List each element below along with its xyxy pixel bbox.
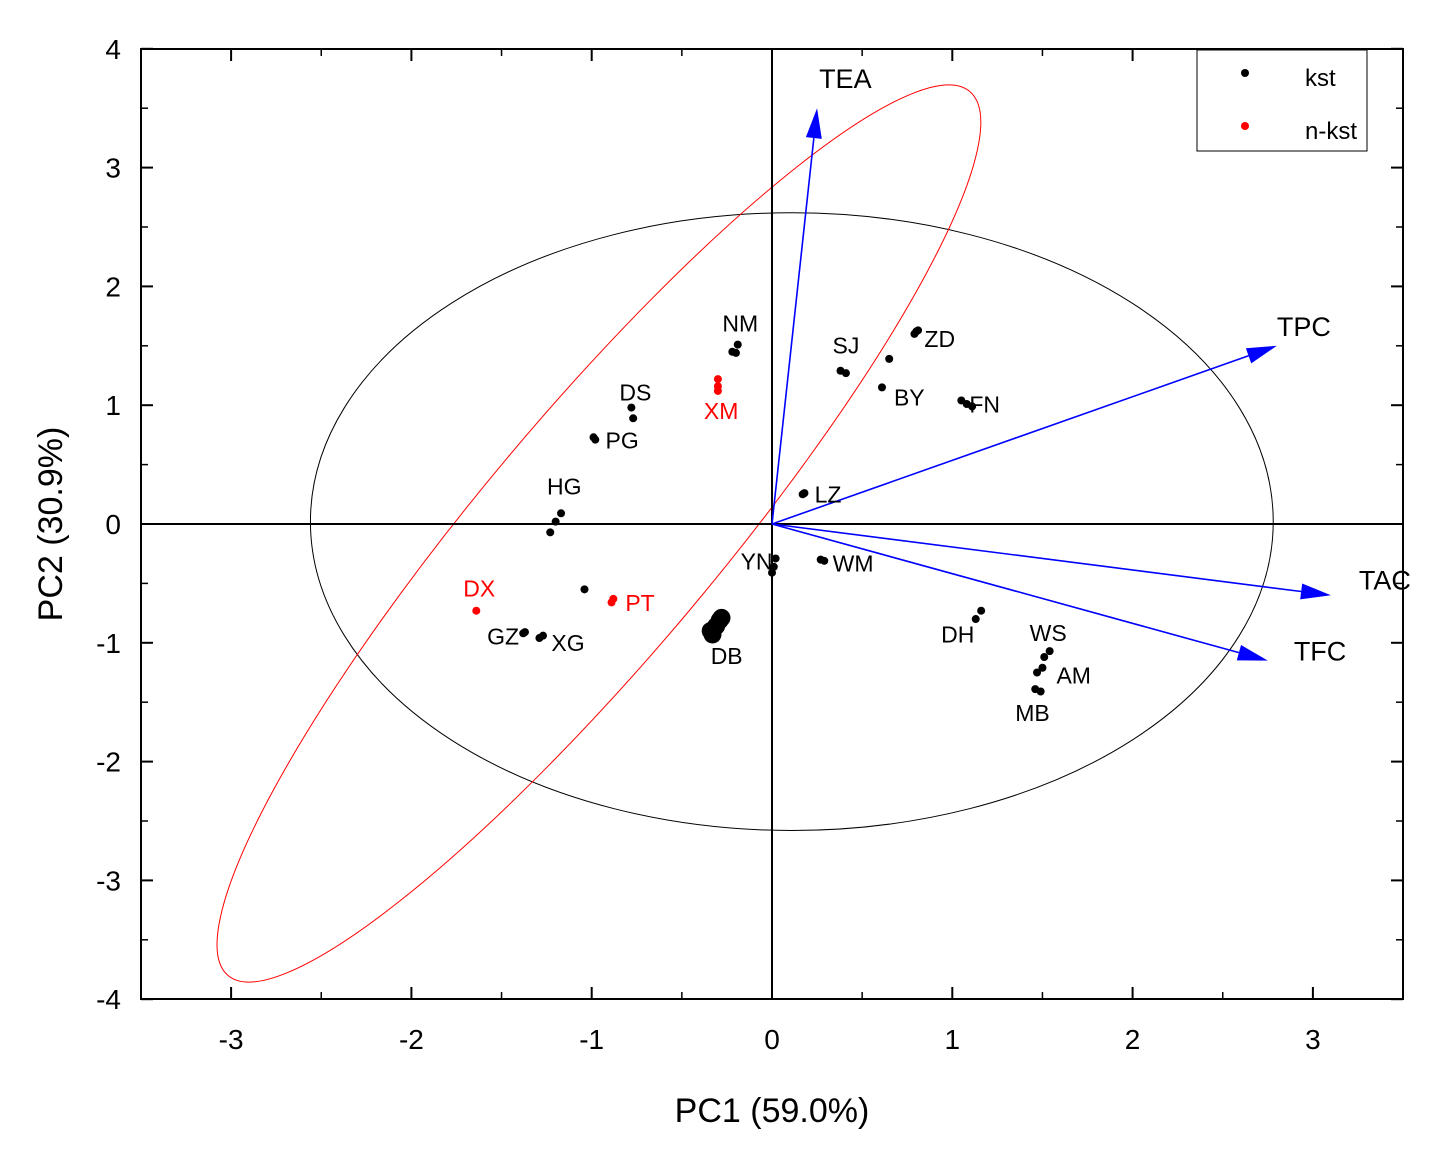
point-label-am: AM <box>1056 663 1091 689</box>
point-kst <box>1036 687 1045 696</box>
y-tick-label: -2 <box>96 747 121 778</box>
point-kst <box>551 517 560 526</box>
vector-line-tfc <box>771 523 1240 654</box>
y-tick-label: 4 <box>105 34 121 65</box>
vector-line-tpc <box>771 355 1249 525</box>
point-kst <box>712 608 731 627</box>
vector-label-tfc: TFC <box>1294 637 1346 667</box>
y-axis-title: PC2 (30.9%) <box>32 427 70 622</box>
x-tick-label: 3 <box>1305 1024 1321 1055</box>
y-tick-label: -3 <box>96 865 121 896</box>
x-axis-title: PC1 (59.0%) <box>675 1092 870 1130</box>
legend-label-kst: kst <box>1305 65 1336 92</box>
point-kst <box>1045 647 1054 656</box>
y-tick-label: 0 <box>105 509 121 540</box>
y-tick-label: 2 <box>105 271 121 302</box>
point-kst <box>800 489 809 498</box>
point-kst <box>971 615 980 624</box>
point-kst <box>885 354 894 363</box>
point-kst <box>820 556 829 565</box>
vector-arrowhead-tea <box>805 108 822 139</box>
point-kst <box>1033 668 1042 677</box>
point-label-lz: LZ <box>815 481 842 507</box>
x-tick-label: 0 <box>764 1024 780 1055</box>
vector-label-tpc: TPC <box>1277 312 1331 342</box>
point-label-mb: MB <box>1015 700 1050 726</box>
point-kst <box>629 414 638 423</box>
point-label-hg: HG <box>547 473 582 499</box>
y-tick-label: 3 <box>105 153 121 184</box>
point-label-xg: XG <box>551 630 584 656</box>
point-kst <box>539 631 548 640</box>
x-tick-label: -1 <box>579 1024 604 1055</box>
point-label-gz: GZ <box>487 623 519 649</box>
legend-marker-kst <box>1241 69 1249 77</box>
point-label-sj: SJ <box>833 333 860 359</box>
legend: kst n-kst <box>1196 49 1368 152</box>
vector-line-tac <box>771 523 1302 593</box>
point-n-kst <box>713 386 722 395</box>
point-kst <box>731 348 740 357</box>
point-label-db: DB <box>711 643 743 669</box>
vector-arrowhead-tpc <box>1245 345 1277 364</box>
x-tick-label: -3 <box>219 1024 244 1055</box>
point-kst <box>841 369 850 378</box>
vector-arrowhead-tfc <box>1236 644 1268 661</box>
point-kst <box>591 435 600 444</box>
point-kst <box>771 554 780 563</box>
point-kst <box>877 383 886 392</box>
point-kst <box>1040 653 1049 662</box>
point-kst <box>977 606 986 615</box>
point-label-pg: PG <box>606 427 639 453</box>
point-label-pt: PT <box>625 590 654 616</box>
y-tick-label: 1 <box>105 390 121 421</box>
point-label-dx: DX <box>463 576 495 602</box>
y-tick-label: -1 <box>96 628 121 659</box>
point-label-ws: WS <box>1030 620 1067 646</box>
point-kst <box>520 628 529 637</box>
legend-label-n-kst: n-kst <box>1305 118 1357 145</box>
point-label-ds: DS <box>619 380 651 406</box>
x-tick-label: 2 <box>1125 1024 1141 1055</box>
y-tick-label: -4 <box>96 984 121 1015</box>
vector-arrowhead-tac <box>1300 583 1331 600</box>
point-n-kst <box>607 598 616 607</box>
vector-line-tea <box>771 137 815 525</box>
point-label-wm: WM <box>833 551 874 577</box>
point-kst <box>768 568 776 577</box>
ellipse-kst <box>309 212 1274 832</box>
x-tick-label: 1 <box>945 1024 961 1055</box>
point-kst <box>557 509 566 518</box>
legend-box <box>1196 49 1368 152</box>
point-label-xm: XM <box>704 398 739 424</box>
point-kst <box>546 528 555 537</box>
point-n-kst <box>472 606 481 615</box>
point-kst <box>733 340 742 349</box>
point-kst <box>968 402 977 411</box>
point-n-kst <box>713 375 722 384</box>
vector-label-tea: TEA <box>819 64 872 94</box>
point-kst <box>627 403 636 412</box>
point-kst <box>914 326 923 335</box>
point-label-yn: YN <box>741 548 773 574</box>
point-label-by: BY <box>894 384 925 410</box>
x-tick-label: -2 <box>399 1024 424 1055</box>
point-kst <box>1038 663 1047 672</box>
point-label-dh: DH <box>941 622 974 648</box>
ellipse-n-kst <box>216 84 982 983</box>
point-label-nm: NM <box>722 311 758 337</box>
axis-ticks: -3 -2 -1 0 1 2 3 -4 -3 -2 -1 0 1 2 3 4 <box>96 34 1404 1055</box>
point-kst <box>703 625 722 644</box>
legend-marker-n-kst <box>1241 122 1249 130</box>
confidence-ellipses <box>216 84 1274 983</box>
point-label-zd: ZD <box>924 326 955 352</box>
point-kst <box>580 585 589 594</box>
